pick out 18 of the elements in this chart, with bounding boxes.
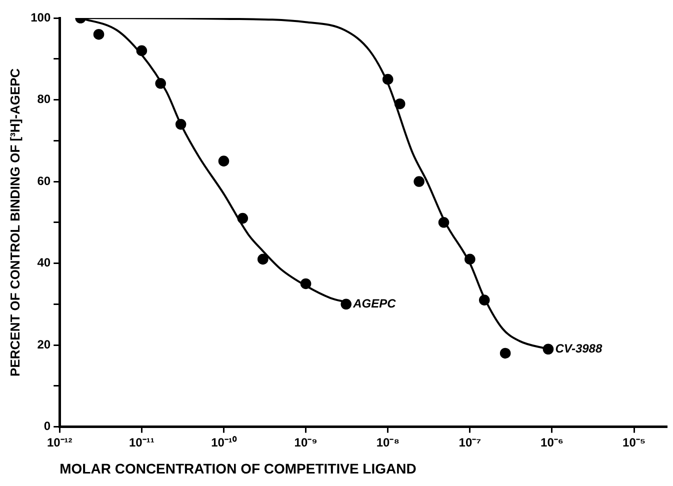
y-tick-label: 40 [37, 256, 51, 270]
y-axis-title: PERCENT OF CONTROL BINDING OF [³H]-AGEPC [7, 68, 22, 376]
y-tick-label: 20 [37, 337, 51, 352]
y-tick-label: 80 [37, 92, 51, 106]
x-tick-label: 10⁻⁷ [458, 435, 482, 450]
y-tick-label: 60 [37, 174, 51, 188]
series-label: AGEPC [352, 296, 396, 310]
series-label: CV-3988 [555, 341, 602, 356]
x-tick-label: 10⁻¹⁰ [211, 435, 238, 450]
x-tick-label: 10⁻¹¹ [129, 435, 154, 450]
x-axis-title: MOLAR CONCENTRATION OF COMPETITIVE LIGAND [60, 460, 416, 476]
y-tick-label: 0 [44, 419, 51, 434]
x-tick-label: 10⁻¹² [46, 435, 72, 450]
x-tick-label: 10⁻⁹ [294, 435, 318, 450]
x-tick-label: 10⁻⁶ [540, 435, 564, 450]
y-tick-label: 100 [30, 10, 51, 24]
x-tick-label: 10⁻⁵ [622, 435, 646, 450]
x-tick-label: 10⁻⁸ [376, 435, 400, 450]
